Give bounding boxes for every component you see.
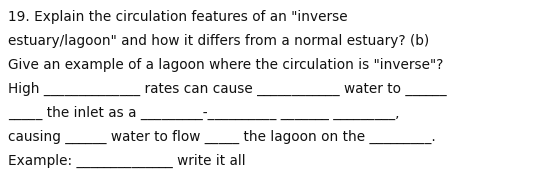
- Text: High ______________ rates can cause ____________ water to ______: High ______________ rates can cause ____…: [8, 82, 446, 96]
- Text: _____ the inlet as a _________-__________ _______ _________,: _____ the inlet as a _________-_________…: [8, 106, 400, 120]
- Text: Example: ______________ write it all: Example: ______________ write it all: [8, 154, 246, 168]
- Text: causing ______ water to flow _____ the lagoon on the _________.: causing ______ water to flow _____ the l…: [8, 130, 449, 144]
- Text: estuary/lagoon" and how it differs from a normal estuary? (b): estuary/lagoon" and how it differs from …: [8, 34, 429, 48]
- Text: 19. Explain the circulation features of an "inverse: 19. Explain the circulation features of …: [8, 10, 348, 24]
- Text: Give an example of a lagoon where the circulation is "inverse"?: Give an example of a lagoon where the ci…: [8, 58, 444, 72]
